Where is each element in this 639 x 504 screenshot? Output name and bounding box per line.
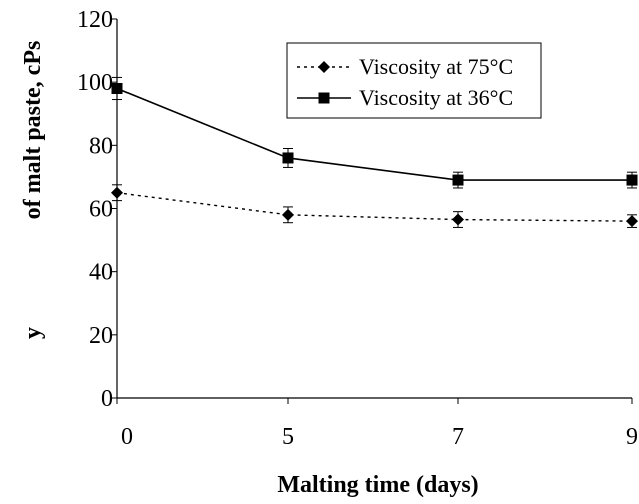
series-line: [116, 87, 632, 181]
legend: Viscosity at 75°C Viscosity at 36°C: [286, 42, 542, 119]
series-viscosity-36c: [111, 76, 638, 189]
y-tick-label: 120: [77, 7, 113, 33]
series-viscosity-75c: [111, 184, 638, 228]
x-ticks: 0 5 7 9: [116, 398, 638, 450]
square-marker: [452, 174, 464, 186]
diamond-marker: [626, 215, 638, 228]
diamond-marker: [452, 213, 464, 226]
legend-item: Viscosity at 36°C: [297, 85, 513, 110]
y-tick-label: 100: [77, 70, 113, 96]
series-layer: [111, 76, 638, 228]
x-tick-label: 7: [452, 424, 464, 450]
square-marker: [626, 174, 638, 186]
diamond-marker: [111, 186, 123, 199]
square-marker: [282, 152, 294, 164]
legend-item: Viscosity at 75°C: [297, 54, 513, 79]
series-line: [116, 192, 633, 222]
y-axis-title-part-2: of malt paste, cPs: [20, 41, 46, 220]
legend-label: Viscosity at 75°C: [359, 54, 513, 79]
y-ticks: 0 20 40 60 80 100 120: [77, 7, 117, 412]
square-marker: [111, 82, 123, 94]
y-tick-label: 20: [89, 323, 113, 349]
legend-label: Viscosity at 36°C: [359, 85, 513, 110]
diamond-marker: [318, 61, 330, 73]
y-axis-title-part-1: y: [20, 327, 46, 339]
y-tick-label: 60: [89, 197, 113, 223]
x-tick-label: 9: [626, 424, 638, 450]
x-axis-title: Malting time (days): [277, 472, 478, 498]
y-tick-label: 80: [89, 133, 113, 159]
y-tick-label: 0: [101, 386, 113, 412]
x-tick-label: 5: [282, 424, 294, 450]
diamond-marker: [282, 208, 294, 221]
y-tick-label: 40: [89, 260, 113, 286]
x-tick-label: 0: [121, 424, 133, 450]
square-marker: [318, 92, 330, 104]
legend-box: [286, 42, 542, 119]
